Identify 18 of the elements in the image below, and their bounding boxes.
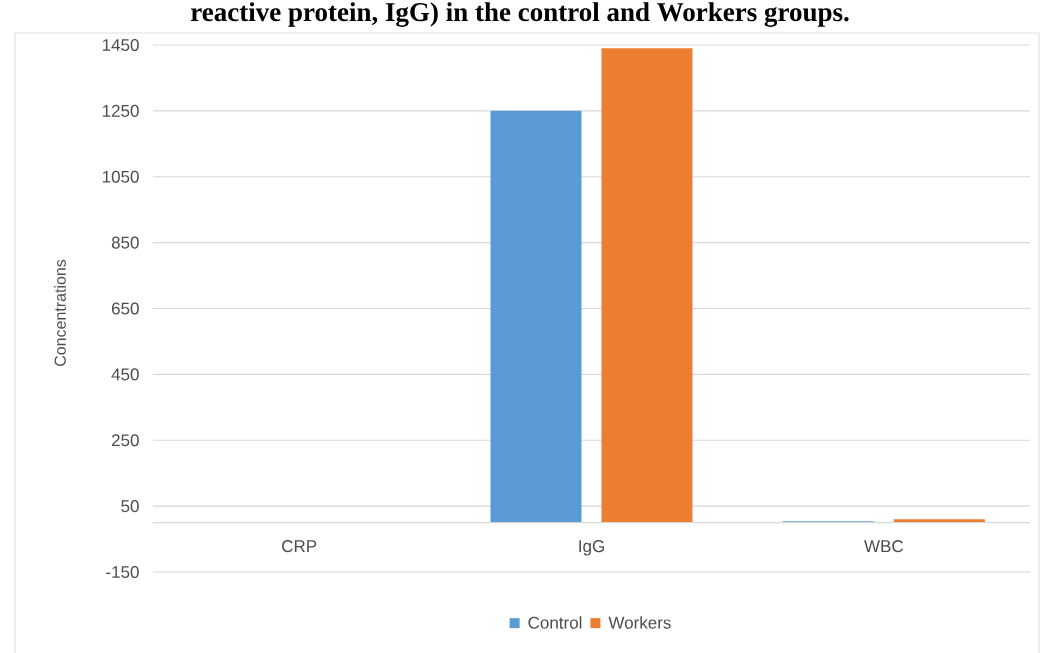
y-tick-label: 1450 <box>102 38 139 52</box>
y-tick-label: 850 <box>111 236 139 249</box>
bar <box>601 48 693 523</box>
bar <box>490 110 582 523</box>
y-tick-label: 250 <box>111 434 139 447</box>
legend-label: Control <box>528 616 582 629</box>
legend-label: Workers <box>608 616 671 629</box>
x-tick-label: WBC <box>864 540 904 553</box>
y-axis-title: Concentrations <box>54 259 66 366</box>
chart-title: reactive protein, IgG) in the control and Workers groups. <box>190 2 849 27</box>
y-tick-label: 1050 <box>102 170 139 183</box>
y-tick-label: 50 <box>121 500 139 513</box>
y-tick-label: 1250 <box>102 104 139 117</box>
y-tick-label: -150 <box>106 565 139 579</box>
x-tick-label: IgG <box>579 540 604 556</box>
y-tick-label: 450 <box>111 368 139 381</box>
x-tick-label: CRP <box>282 540 317 553</box>
y-tick-label: 650 <box>111 302 139 315</box>
